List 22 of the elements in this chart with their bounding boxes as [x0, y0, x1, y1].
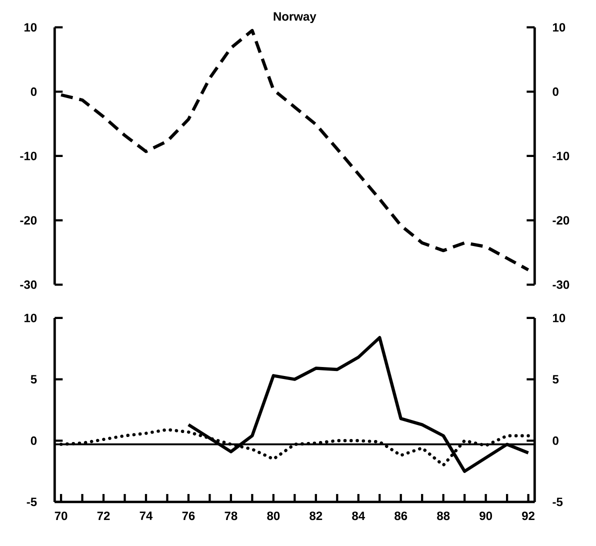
x-tick-label: 90	[480, 512, 492, 520]
x-tick-label: 70	[54, 512, 68, 520]
x-tick-label: 80	[267, 512, 280, 520]
x-tick-label: 84	[352, 512, 365, 520]
y-tick-label: -30	[20, 280, 37, 289]
y-tick-label: 10	[24, 23, 37, 32]
x-tick-label: 76	[182, 512, 195, 520]
x-tick-label: 74	[140, 512, 153, 520]
x-tick-label: 88	[437, 512, 450, 520]
y-tick-label: 10	[553, 314, 566, 322]
x-tick-label: 92	[522, 512, 534, 520]
y-tick-label: -10	[20, 152, 37, 160]
x-tick-label: 86	[394, 512, 408, 520]
chart-title: Norway	[274, 12, 316, 24]
y-tick-label: 0	[552, 436, 558, 445]
y-tick-label: -20	[20, 216, 37, 225]
y-tick-label: 5	[552, 375, 559, 384]
x-tick-label: 78	[224, 512, 238, 520]
y-tick-label: 0	[30, 87, 37, 96]
x-tick-label: 72	[97, 512, 110, 520]
x-tick-label: 82	[310, 512, 322, 520]
y-tick-label: -5	[552, 498, 563, 506]
